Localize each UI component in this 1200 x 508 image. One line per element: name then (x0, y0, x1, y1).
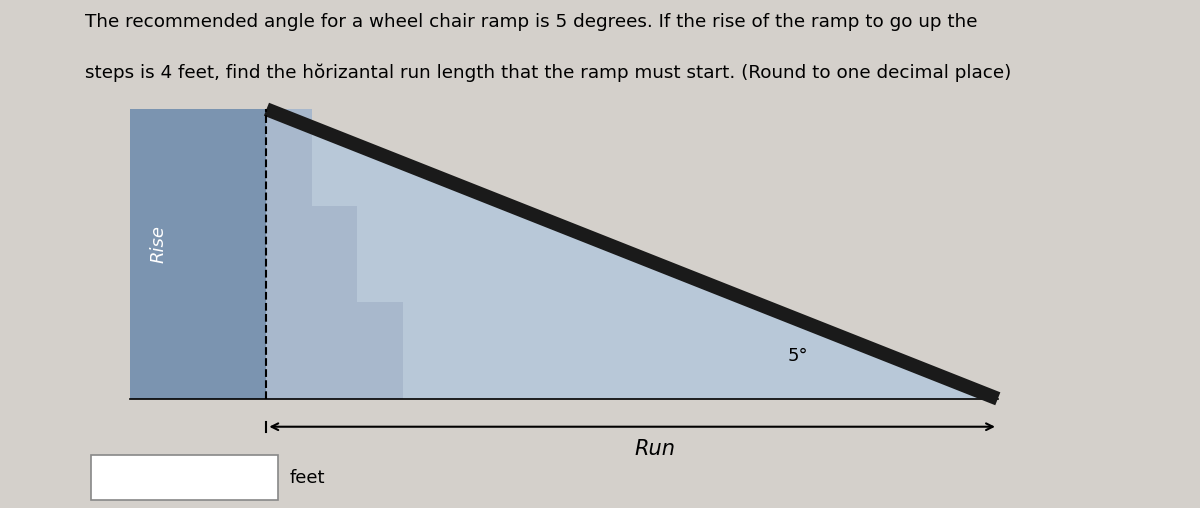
Text: The recommended angle for a wheel chair ramp is 5 degrees. If the rise of the ra: The recommended angle for a wheel chair … (85, 13, 978, 30)
Text: Rise: Rise (150, 225, 168, 263)
Text: Run: Run (635, 439, 676, 459)
Polygon shape (131, 109, 266, 399)
Bar (91, 455, 277, 500)
Text: steps is 4 feet, find the hŏrizantal run length that the ramp must start. (Round: steps is 4 feet, find the hŏrizantal run… (85, 64, 1012, 82)
Text: 5°: 5° (788, 346, 809, 365)
Polygon shape (266, 109, 998, 399)
Text: feet: feet (289, 468, 325, 487)
Polygon shape (266, 109, 402, 399)
